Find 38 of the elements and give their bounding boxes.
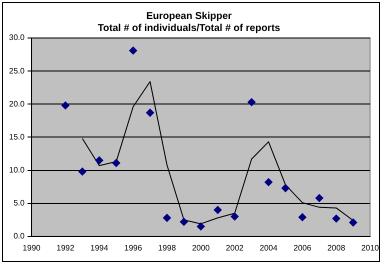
point (112, 158, 120, 167)
x-tick-label: 1990 (22, 243, 42, 252)
y-tick-label: 30.0 (8, 33, 26, 42)
point (264, 178, 273, 186)
point (162, 214, 171, 222)
point (298, 213, 306, 222)
y-tick-label: 20.0 (8, 99, 26, 108)
y-tick-label: 25.0 (8, 66, 26, 76)
y-tick-label: 15.0 (8, 132, 26, 142)
x-tick-label: 2002 (226, 243, 244, 252)
point (146, 108, 154, 117)
point (349, 218, 358, 227)
x-tick-label: 2006 (293, 243, 312, 252)
x-tick-label: 2010 (361, 243, 380, 252)
point (95, 156, 104, 164)
x-tick-label: 2004 (260, 243, 278, 252)
text: Total # of individuals/Total # of reports (98, 22, 280, 34)
y-tick-label: 0.0 (13, 232, 26, 241)
point (214, 206, 222, 214)
point (78, 168, 86, 176)
x-tick-label: 1994 (90, 243, 109, 252)
point (248, 98, 256, 106)
point (281, 184, 290, 192)
text: European Skipper (146, 10, 232, 22)
point (180, 218, 188, 226)
x-tick-label: 2008 (327, 243, 346, 252)
point (332, 214, 340, 223)
point (129, 46, 138, 55)
y-tick-label: 5.0 (13, 198, 26, 208)
x-tick-label: 1998 (158, 243, 176, 252)
x-tick-label: 2000 (192, 243, 210, 252)
point (61, 101, 70, 110)
point (315, 194, 324, 202)
x-tick-label: 1992 (56, 243, 75, 252)
point (230, 212, 239, 221)
point (196, 222, 205, 230)
x-tick-label: 1996 (124, 243, 143, 252)
y-tick-label: 10.0 (8, 165, 26, 174)
